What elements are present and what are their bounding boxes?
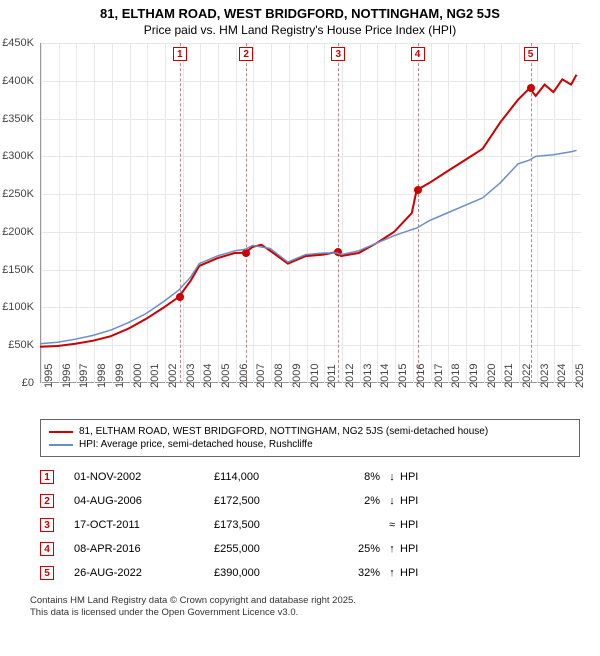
table-hpi: HPI — [400, 543, 440, 555]
table-pct: 32% — [324, 567, 384, 579]
xtick-label: 2012 — [344, 364, 356, 388]
table-date: 08-APR-2016 — [74, 543, 214, 555]
chart-title: 81, ELTHAM ROAD, WEST BRIDGFORD, NOTTING… — [0, 6, 600, 21]
series-line-hpi — [40, 150, 577, 343]
table-row: 1 01-NOV-2002£114,0008%↓HPI — [40, 465, 580, 489]
table-row: 2 04-AUG-2006£172,5002%↓HPI — [40, 489, 580, 513]
xtick-label: 2002 — [167, 364, 179, 388]
table-date: 04-AUG-2006 — [74, 495, 214, 507]
xtick-label: 1998 — [96, 364, 108, 388]
legend-row-property: 81, ELTHAM ROAD, WEST BRIDGFORD, NOTTING… — [49, 426, 571, 437]
table-date: 26-AUG-2022 — [74, 567, 214, 579]
table-arrow-icon: ↓ — [384, 471, 400, 483]
xtick-label: 2005 — [220, 364, 232, 388]
table-marker-box: 5 — [40, 566, 54, 580]
xtick-label: 2020 — [486, 364, 498, 388]
table-arrow-icon: ↑ — [384, 567, 400, 579]
table-marker-box: 4 — [40, 542, 54, 556]
table-price: £173,500 — [214, 519, 324, 531]
ytick-label: £200K — [0, 226, 34, 238]
xtick-label: 2004 — [202, 364, 214, 388]
xtick-label: 2003 — [185, 364, 197, 388]
table-date: 17-OCT-2011 — [74, 519, 214, 531]
table-hpi: HPI — [400, 495, 440, 507]
table-marker-box: 3 — [40, 518, 54, 532]
table-arrow-icon: ↑ — [384, 543, 400, 555]
table-marker-box: 2 — [40, 494, 54, 508]
table-pct: 25% — [324, 543, 384, 555]
table-date: 01-NOV-2002 — [74, 471, 214, 483]
ytick-label: £300K — [0, 150, 34, 162]
legend-label-hpi: HPI: Average price, semi-detached house,… — [79, 439, 313, 450]
xtick-label: 1997 — [78, 364, 90, 388]
xtick-label: 2000 — [132, 364, 144, 388]
table-hpi: HPI — [400, 519, 440, 531]
ytick-label: £150K — [0, 264, 34, 276]
ytick-label: £250K — [0, 188, 34, 200]
table-hpi: HPI — [400, 471, 440, 483]
line-series-svg — [40, 43, 580, 383]
xtick-label: 2013 — [362, 364, 374, 388]
table-row: 3 17-OCT-2011£173,500 ≈HPI — [40, 513, 580, 537]
table-hpi: HPI — [400, 567, 440, 579]
table-arrow-icon: ↓ — [384, 495, 400, 507]
legend-label-property: 81, ELTHAM ROAD, WEST BRIDGFORD, NOTTING… — [79, 426, 488, 437]
xtick-label: 1995 — [43, 364, 55, 388]
table-pct: 2% — [324, 495, 384, 507]
xtick-label: 2017 — [433, 364, 445, 388]
xtick-label: 2001 — [149, 364, 161, 388]
xtick-label: 2021 — [503, 364, 515, 388]
table-pct: 8% — [324, 471, 384, 483]
ytick-label: £100K — [0, 301, 34, 313]
xtick-label: 2015 — [397, 364, 409, 388]
table-arrow-icon: ≈ — [384, 519, 400, 531]
table-price: £172,500 — [214, 495, 324, 507]
chart-subtitle: Price paid vs. HM Land Registry's House … — [0, 23, 600, 37]
footnote-line2: This data is licensed under the Open Gov… — [30, 607, 298, 618]
xtick-label: 2023 — [539, 364, 551, 388]
ytick-label: £450K — [0, 37, 34, 49]
legend-row-hpi: HPI: Average price, semi-detached house,… — [49, 439, 571, 450]
ytick-label: £0 — [0, 377, 34, 389]
legend-swatch-hpi — [49, 444, 73, 446]
table-row: 5 26-AUG-2022£390,00032%↑HPI — [40, 561, 580, 585]
xtick-label: 2010 — [309, 364, 321, 388]
table-price: £114,000 — [214, 471, 324, 483]
table-row: 4 08-APR-2016£255,00025%↑HPI — [40, 537, 580, 561]
table-price: £255,000 — [214, 543, 324, 555]
ytick-label: £400K — [0, 75, 34, 87]
xtick-label: 1999 — [114, 364, 126, 388]
chart-area: 12345 £0£50K£100K£150K£200K£250K£300K£35… — [40, 43, 600, 413]
xtick-label: 2011 — [326, 364, 338, 388]
xtick-label: 2007 — [255, 364, 267, 388]
xtick-label: 2018 — [450, 364, 462, 388]
ytick-label: £350K — [0, 113, 34, 125]
table-marker-box: 1 — [40, 470, 54, 484]
series-line-property — [40, 75, 577, 347]
xtick-label: 2008 — [273, 364, 285, 388]
xtick-label: 1996 — [61, 364, 73, 388]
xtick-label: 2006 — [238, 364, 250, 388]
table-price: £390,000 — [214, 567, 324, 579]
xtick-label: 2016 — [415, 364, 427, 388]
legend-swatch-property — [49, 431, 73, 433]
legend: 81, ELTHAM ROAD, WEST BRIDGFORD, NOTTING… — [40, 419, 580, 457]
xtick-label: 2025 — [574, 364, 586, 388]
xtick-label: 2019 — [468, 364, 480, 388]
footnote-line1: Contains HM Land Registry data © Crown c… — [30, 595, 356, 606]
xtick-label: 2009 — [291, 364, 303, 388]
footnote: Contains HM Land Registry data © Crown c… — [30, 595, 590, 620]
xtick-label: 2024 — [556, 364, 568, 388]
xtick-label: 2014 — [379, 364, 391, 388]
xtick-label: 2022 — [521, 364, 533, 388]
ytick-label: £50K — [0, 339, 34, 351]
sales-table: 101-NOV-2002£114,0008%↓HPI204-AUG-2006£1… — [40, 465, 580, 585]
